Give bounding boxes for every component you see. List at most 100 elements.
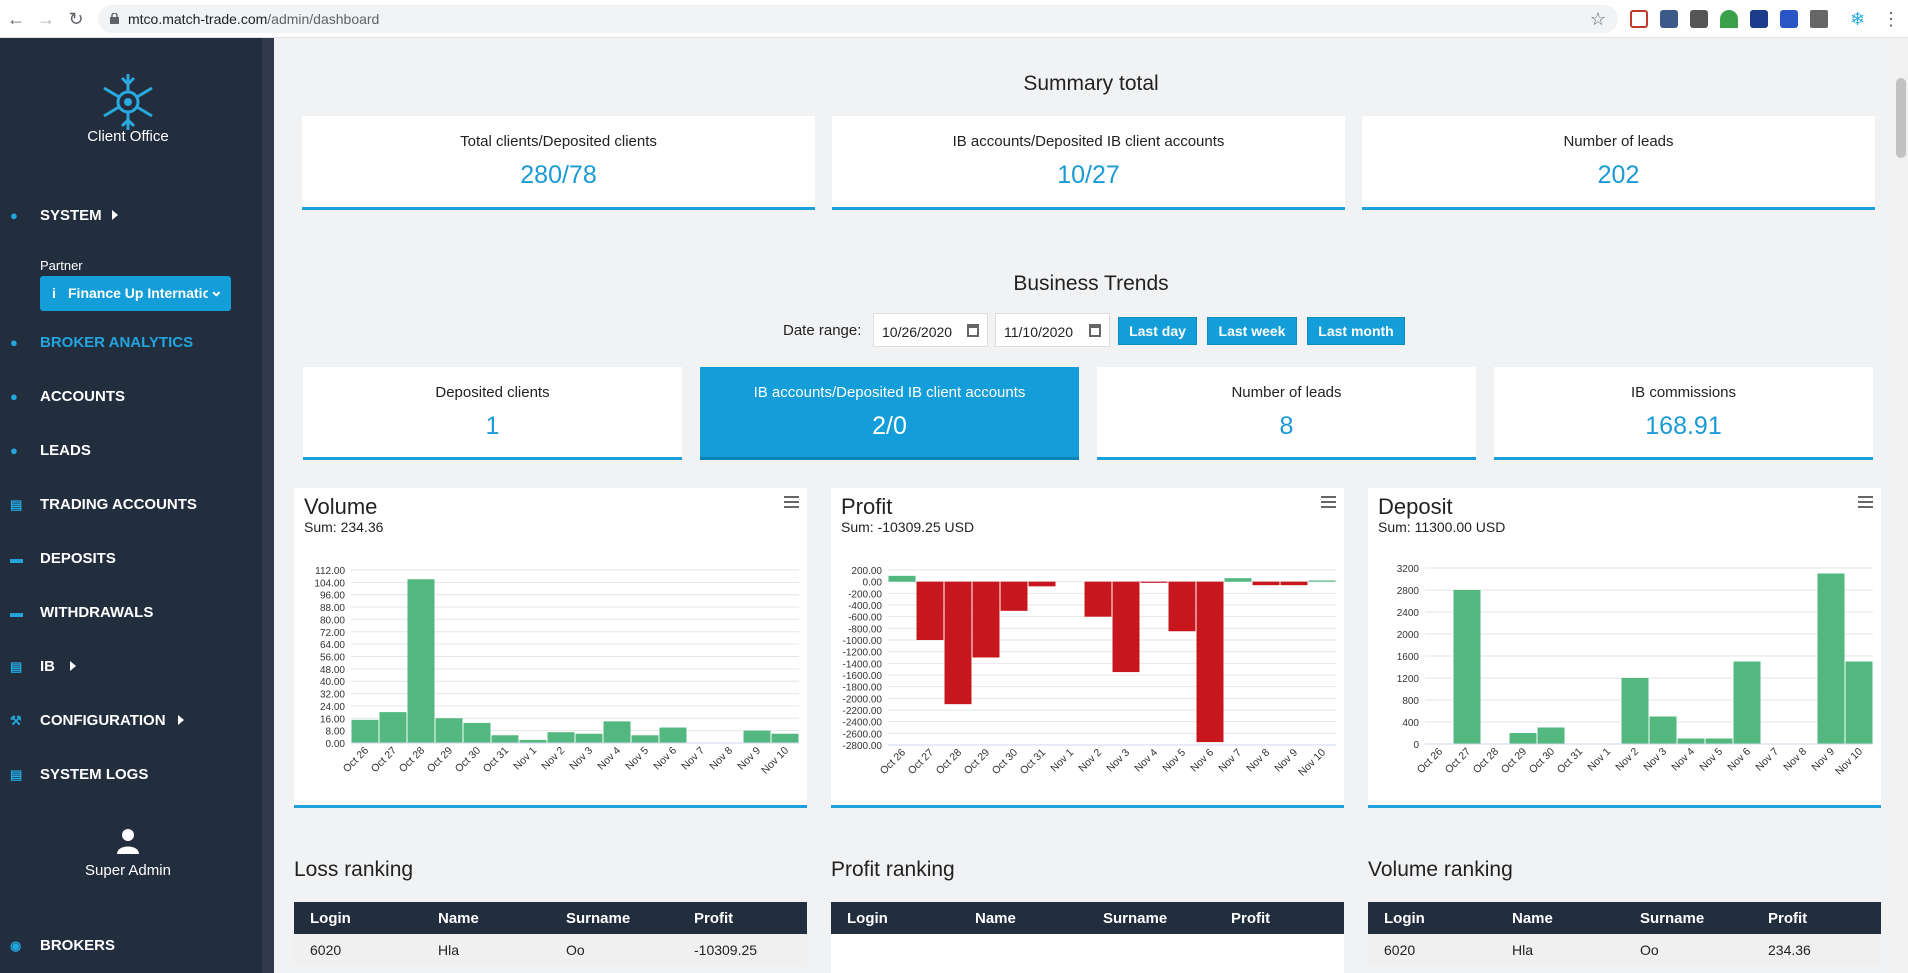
chevron-down-icon: ⌄ <box>210 281 223 301</box>
sidebar-item-withdrawals[interactable]: ▬ WITHDRAWALS <box>0 600 256 628</box>
bar[interactable] <box>772 734 799 743</box>
table-row[interactable]: 6020 Hla Oo 234.36 <box>1368 934 1881 966</box>
y-tick-label: 40.00 <box>320 677 345 688</box>
forward-icon[interactable]: → <box>36 9 56 29</box>
bar[interactable] <box>1454 590 1481 744</box>
bar[interactable] <box>436 718 463 743</box>
bar[interactable] <box>1309 581 1336 582</box>
extension-icon[interactable] <box>1780 10 1798 28</box>
bar[interactable] <box>380 712 407 743</box>
date-to-input[interactable]: 11/10/2020 <box>995 313 1110 347</box>
extension-icon[interactable] <box>1750 10 1768 28</box>
bar[interactable] <box>604 721 631 743</box>
last-month-button[interactable]: Last month <box>1307 317 1405 345</box>
menu-dots-icon[interactable]: ⋮ <box>1882 10 1900 28</box>
bar[interactable] <box>1678 739 1705 745</box>
calendar-icon <box>1089 324 1101 337</box>
chart-menu-icon[interactable] <box>1321 496 1336 508</box>
bar[interactable] <box>744 731 771 743</box>
sidebar-item-deposits[interactable]: ▬ DEPOSITS <box>0 546 256 574</box>
partner-select[interactable]: i Finance Up International ⌄ <box>40 276 231 311</box>
y-tick-label: 56.00 <box>320 653 345 664</box>
table-row[interactable]: 6020 Hla Oo -10309.25 <box>294 934 807 966</box>
extension-icon[interactable] <box>1660 10 1678 28</box>
trend-card-ib-commissions[interactable]: IB commissions 168.91 <box>1494 367 1873 460</box>
back-icon[interactable]: ← <box>6 9 26 29</box>
extension-icon[interactable] <box>1720 10 1738 28</box>
bar[interactable] <box>1622 678 1649 744</box>
bar[interactable] <box>408 579 435 743</box>
bar[interactable] <box>464 723 491 743</box>
x-tick-label: Oct 26 <box>1415 746 1445 776</box>
sidebar-item-configuration[interactable]: ⚒ CONFIGURATION <box>0 708 256 736</box>
bar[interactable] <box>492 735 519 743</box>
bar[interactable] <box>576 734 603 743</box>
sidebar-item-broker-analytics[interactable]: ● BROKER ANALYTICS <box>0 330 256 358</box>
bookmark-star-icon[interactable]: ☆ <box>1590 9 1606 30</box>
bar[interactable] <box>1734 662 1761 745</box>
y-tick-label: -600.00 <box>848 613 882 624</box>
x-tick-label: Oct 29 <box>425 745 455 775</box>
bar[interactable] <box>1253 582 1280 586</box>
scrollbar-thumb[interactable] <box>1896 78 1906 158</box>
sidebar-item-system-logs[interactable]: ▤ SYSTEM LOGS <box>0 762 256 790</box>
date-from-input[interactable]: 10/26/2020 <box>873 313 988 347</box>
y-tick-label: 200.00 <box>851 566 882 577</box>
trend-card-ib-accounts[interactable]: IB accounts/Deposited IB client accounts… <box>700 367 1079 460</box>
bar[interactable] <box>1029 582 1056 587</box>
bar[interactable] <box>548 732 575 743</box>
bar[interactable] <box>1650 717 1677 745</box>
bar[interactable] <box>889 576 916 582</box>
last-week-button[interactable]: Last week <box>1207 317 1297 345</box>
sidebar-item-accounts[interactable]: ● ACCOUNTS <box>0 384 256 412</box>
y-tick-label: 400 <box>1402 718 1419 729</box>
x-tick-label: Oct 31 <box>481 745 511 775</box>
snowflake-icon[interactable]: ❄ <box>1850 10 1868 28</box>
x-tick-label: Nov 10 <box>759 745 791 777</box>
table-header: Login Name Surname Profit <box>1368 902 1881 934</box>
bar[interactable] <box>1169 582 1196 632</box>
bar[interactable] <box>1113 582 1140 672</box>
chart-menu-icon[interactable] <box>784 496 799 508</box>
puzzle-icon[interactable] <box>1810 10 1828 28</box>
extension-icon[interactable] <box>1690 10 1708 28</box>
sidebar-item-trading-accounts[interactable]: ▤ TRADING ACCOUNTS <box>0 492 256 520</box>
bar[interactable] <box>973 582 1000 658</box>
page-scrollbar[interactable] <box>1894 38 1908 973</box>
y-tick-label: 1200 <box>1397 674 1420 685</box>
x-tick-label: Oct 27 <box>906 747 936 777</box>
sidebar-scrollbar[interactable] <box>262 38 274 973</box>
sidebar-item-leads[interactable]: ● LEADS <box>0 438 256 466</box>
bar[interactable] <box>1818 574 1845 745</box>
summary-card-ib-accounts: IB accounts/Deposited IB client accounts… <box>832 116 1345 210</box>
bar[interactable] <box>1706 739 1733 745</box>
bar[interactable] <box>632 735 659 743</box>
bar[interactable] <box>1085 582 1112 617</box>
reload-icon[interactable]: ↻ <box>66 9 86 29</box>
chart-menu-icon[interactable] <box>1858 496 1873 508</box>
bar[interactable] <box>1001 582 1028 611</box>
sidebar-item-ib[interactable]: ▤ IB <box>0 654 256 682</box>
address-bar[interactable]: mtco.match-trade.com/admin/dashboard ☆ <box>98 5 1618 33</box>
y-tick-label: 80.00 <box>320 615 345 626</box>
wrench-icon: ⚒ <box>10 714 24 728</box>
sidebar-item-brokers[interactable]: ◉ BROKERS <box>0 933 256 961</box>
bar[interactable] <box>1197 582 1224 742</box>
bar[interactable] <box>1281 582 1308 586</box>
x-tick-label: Oct 28 <box>1471 746 1501 776</box>
sidebar-item-system[interactable]: ● SYSTEM <box>0 203 256 231</box>
bar[interactable] <box>352 720 379 743</box>
bar[interactable] <box>1510 733 1537 744</box>
extension-icon[interactable] <box>1630 10 1648 28</box>
bar[interactable] <box>1225 578 1252 582</box>
last-day-button[interactable]: Last day <box>1118 317 1197 345</box>
trend-card-leads[interactable]: Number of leads 8 <box>1097 367 1476 460</box>
bar[interactable] <box>660 728 687 743</box>
trend-card-deposited-clients[interactable]: Deposited clients 1 <box>303 367 682 460</box>
bar[interactable] <box>917 582 944 640</box>
bar[interactable] <box>1846 662 1873 745</box>
bar[interactable] <box>945 582 972 704</box>
browser-toolbar: ← → ↻ mtco.match-trade.com/admin/dashboa… <box>0 0 1908 38</box>
bar[interactable] <box>1538 728 1565 745</box>
bar[interactable] <box>1141 582 1168 583</box>
